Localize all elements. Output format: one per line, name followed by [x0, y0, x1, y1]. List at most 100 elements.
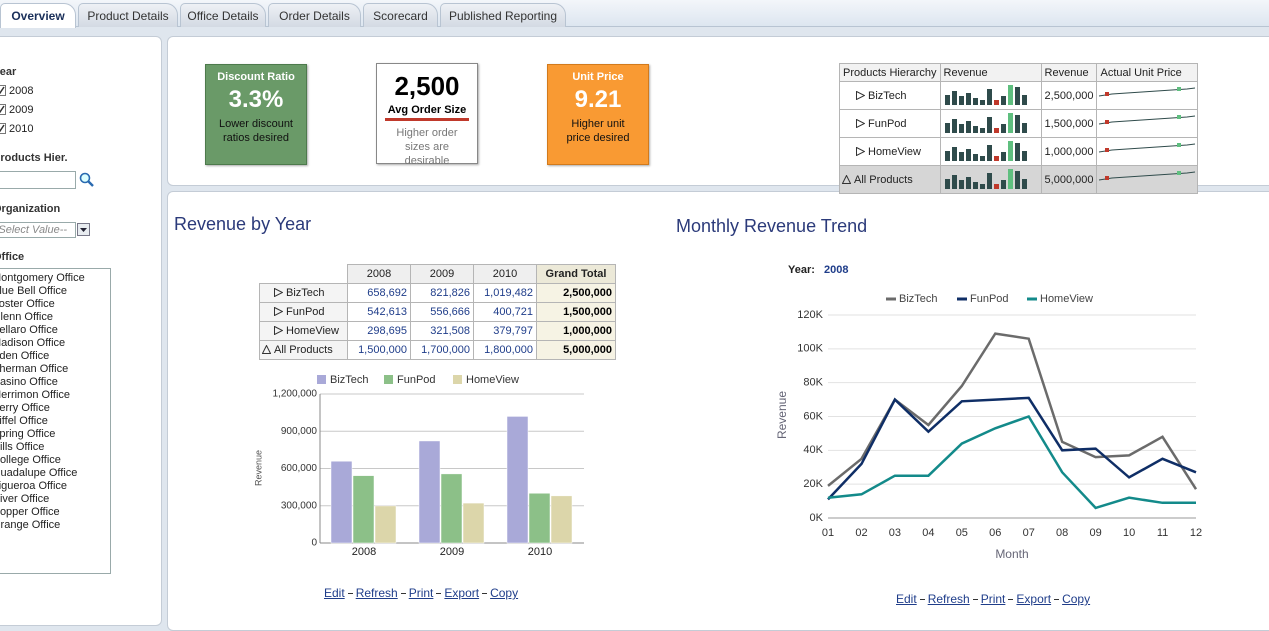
grand-total-cell: 5,000,000	[536, 340, 616, 360]
row-header: FunPod	[259, 302, 348, 322]
revenue-row: HomeView 298,695 321,508 379,797 1,000,000	[259, 321, 616, 341]
year-option: 2010	[9, 123, 34, 135]
value-cell: 821,826	[410, 283, 474, 303]
office-option[interactable]: Montgomery Office	[0, 272, 85, 284]
office-option[interactable]: Merrimon Office	[0, 389, 71, 401]
value-cell: 400,721	[473, 302, 537, 322]
link[interactable]: Export	[1016, 592, 1052, 606]
office-option[interactable]: Foster Office	[0, 298, 55, 310]
collapse-icon	[841, 173, 852, 184]
search-icon[interactable]	[79, 172, 95, 188]
select-box[interactable]: -- Select Value--	[0, 222, 76, 238]
value-cell: 298,695	[347, 321, 411, 341]
x-tick-label: 05	[956, 527, 968, 539]
row-header: BizTech	[839, 81, 941, 110]
office-option[interactable]: Eiffel Office	[0, 415, 48, 427]
row-header: HomeView	[839, 137, 941, 166]
row-label: BizTech	[868, 89, 907, 102]
spark-bars-cell	[939, 137, 1042, 166]
legend-label: HomeView	[1040, 293, 1093, 305]
sparkline-row: BizTech 2,500,000	[839, 81, 1199, 110]
link[interactable]: Edit	[324, 586, 345, 600]
filter-label: Year:	[788, 264, 815, 276]
value-cell: 1,700,000	[410, 340, 474, 360]
office-option[interactable]: Madison Office	[0, 337, 66, 349]
y-tick-label: 300,000	[281, 500, 318, 511]
header-row: Products Hierarchy Revenue Revenue Actual U…	[839, 63, 1199, 82]
x-tick-label: 08	[1056, 527, 1068, 539]
y-tick-label: 120K	[797, 309, 823, 321]
header-row: 2008 2009 2010 Grand Total	[259, 264, 616, 284]
checkbox[interactable]	[0, 104, 6, 115]
bar	[374, 505, 397, 544]
link[interactable]: Edit	[896, 592, 917, 606]
link[interactable]: Print	[408, 586, 434, 600]
sparkline-table: Products Hierarchy Revenue Revenue Actual U…	[839, 63, 1199, 194]
office-option[interactable]: Figueroa Office	[0, 480, 68, 492]
link[interactable]: Export	[444, 586, 480, 600]
checkbox[interactable]	[0, 123, 6, 134]
tab[interactable]: Office Details	[180, 3, 266, 27]
x-tick-label: 01	[822, 527, 834, 539]
dropdown-button[interactable]	[77, 223, 90, 236]
office-option[interactable]: Orange Office	[0, 519, 61, 531]
office-option[interactable]: College Office	[0, 454, 61, 466]
tab[interactable]: Overview	[0, 3, 76, 28]
bar	[506, 416, 529, 544]
office-option[interactable]: Hopper Office	[0, 506, 60, 518]
office-option[interactable]: Sherman Office	[0, 363, 69, 375]
checkbox[interactable]	[0, 85, 6, 96]
section-title: Revenue by Year	[174, 214, 312, 234]
grand-total-cell: 1,500,000	[536, 302, 616, 322]
header-cell: 2010	[473, 264, 537, 284]
office-option[interactable]: Guadalupe Office	[0, 467, 78, 479]
tab[interactable]: Order Details	[268, 3, 361, 27]
link[interactable]: Print	[980, 592, 1006, 606]
link[interactable]: Copy	[490, 586, 519, 600]
legend-label: FunPod	[970, 293, 1009, 305]
office-option[interactable]: Eden Office	[0, 350, 50, 362]
header-cell: 2008	[347, 264, 411, 284]
office-option[interactable]: River Office	[0, 493, 50, 505]
y-tick-label: 1,200,000	[273, 389, 318, 400]
separator	[972, 599, 978, 600]
tab[interactable]: Scorecard	[363, 3, 438, 27]
office-option[interactable]: Bellaro Office	[0, 324, 58, 336]
charts: 0 300,000 600,000 900,000 1,200,000 Revenue 20…	[253, 216, 1202, 561]
office-option[interactable]: Hills Office	[0, 441, 45, 453]
office-option[interactable]: Casino Office	[0, 376, 58, 388]
link[interactable]: Refresh	[927, 592, 970, 606]
revenue-cell: 1,500,000	[1040, 109, 1098, 138]
collapse-icon	[261, 344, 272, 354]
filter-value: 2008	[824, 264, 848, 276]
office-option[interactable]: Glenn Office	[0, 311, 53, 323]
link[interactable]: Copy	[1062, 592, 1091, 606]
search-input[interactable]	[0, 171, 76, 189]
tab[interactable]: Published Reporting	[440, 3, 566, 27]
sparkline-row: All Products 5,000,000	[839, 165, 1199, 194]
x-tick-label: 2010	[528, 546, 552, 558]
kpi-note: Higher order sizes are desirable	[396, 127, 458, 167]
link-bar: Edit Refresh Print Export Copy	[324, 586, 518, 600]
revenue-row: FunPod 542,613 556,666 400,721 1,500,000	[259, 302, 616, 322]
legend-label: HomeView	[466, 374, 519, 386]
spark-line-cell	[1096, 81, 1199, 110]
y-tick-label: 900,000	[281, 426, 318, 437]
value-cell: 1,500,000	[347, 340, 411, 360]
revenue-cell: 5,000,000	[1040, 165, 1098, 194]
link[interactable]: Refresh	[355, 586, 398, 600]
row-label: HomeView	[868, 145, 921, 158]
tab[interactable]: Product Details	[78, 3, 178, 27]
spark-bars-cell	[939, 109, 1042, 138]
sparkline-row: HomeView 1,000,000	[839, 137, 1199, 166]
y-tick-label: 60K	[803, 410, 823, 422]
office-option[interactable]: Blue Bell Office	[0, 285, 68, 297]
kpi-title: Avg Order Size	[385, 104, 469, 121]
filter-label: Office	[0, 251, 25, 263]
office-option[interactable]: Spring Office	[0, 428, 56, 440]
series-line	[827, 396, 1197, 501]
corner-cell	[259, 264, 348, 284]
office-option[interactable]: Perry Office	[0, 402, 50, 414]
bar	[528, 492, 551, 544]
value-cell: 379,797	[473, 321, 537, 341]
